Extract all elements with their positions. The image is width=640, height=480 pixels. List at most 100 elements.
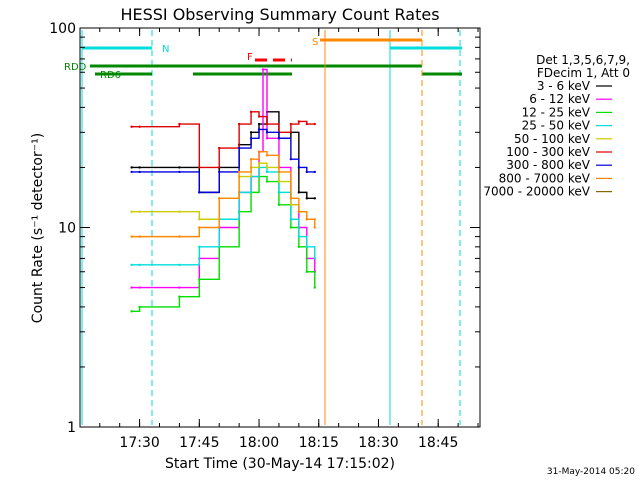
data-point	[313, 226, 316, 229]
x-tick-label: 18:45	[418, 435, 458, 451]
data-point	[289, 203, 293, 206]
data-point	[130, 170, 133, 174]
data-point	[305, 197, 309, 200]
legend-label: 7000 - 20000 keV	[483, 185, 590, 199]
x-axis-label: Start Time (30-May-14 17:15:02)	[165, 456, 395, 472]
data-point	[138, 235, 141, 238]
data-point	[249, 110, 253, 114]
series-line	[131, 128, 315, 194]
axis-ticks: 17:30 17:45 18:00 18:15 18:30 18:45 1 10 100	[49, 21, 480, 451]
data-point	[305, 122, 309, 126]
data-point	[198, 218, 201, 221]
flag-label-rdd: RDD	[64, 62, 87, 73]
data-point	[265, 154, 269, 157]
data-point	[297, 120, 301, 123]
data-point	[249, 157, 253, 161]
data-point	[130, 125, 133, 128]
flag-label-n: N	[162, 44, 169, 55]
data-point	[277, 137, 281, 140]
legend-label: 100 - 300 keV	[506, 145, 590, 159]
data-point	[218, 170, 221, 174]
observing-flags: N RDD RD6 F S	[64, 30, 462, 425]
data-point	[289, 157, 293, 161]
data-point	[297, 245, 301, 249]
data-point	[289, 218, 293, 221]
data-point	[138, 305, 141, 309]
data-point	[313, 286, 316, 289]
y-tick-label: 100	[49, 21, 76, 37]
data-point	[237, 122, 241, 126]
data-point	[249, 137, 253, 140]
data-point	[138, 125, 141, 128]
legend-header-line-2: FDecim 1, Att 0	[537, 66, 630, 80]
data-point	[130, 263, 133, 267]
data-point	[313, 197, 316, 200]
data-point	[218, 146, 221, 150]
data-point	[257, 128, 261, 131]
chart-title: HESSI Observing Summary Count Rates	[120, 5, 439, 24]
x-tick-label: 17:45	[179, 435, 219, 451]
data-point	[237, 146, 241, 150]
data-point	[257, 162, 261, 165]
data-point	[138, 263, 141, 267]
data-point	[237, 170, 241, 174]
data-point	[178, 210, 181, 213]
legend-label: 800 - 7000 keV	[499, 171, 591, 185]
data-point	[178, 235, 181, 238]
data-point	[178, 286, 181, 289]
data-point	[313, 170, 316, 174]
x-tick-label: 18:30	[358, 435, 398, 451]
data-point	[265, 131, 269, 134]
data-point	[297, 235, 301, 238]
legend: Det 1,3,5,6,7,9, FDecim 1, Att 0 3 - 6 k…	[483, 53, 630, 199]
data-point	[289, 197, 293, 200]
data-point	[265, 180, 269, 183]
data-point	[198, 245, 201, 249]
data-point	[289, 122, 293, 126]
data-point	[178, 166, 181, 169]
data-point	[265, 170, 269, 174]
y-tick-label: 1	[67, 420, 76, 436]
data-point	[313, 122, 316, 126]
data-point	[289, 226, 293, 229]
series-line	[131, 111, 315, 169]
legend-label: 300 - 800 keV	[506, 158, 590, 172]
data-point	[138, 210, 141, 213]
footer-timestamp: 31-May-2014 05:20	[547, 467, 635, 477]
x-tick-label: 18:00	[239, 435, 279, 451]
data-point	[305, 170, 309, 174]
legend-label: 6 - 12 keV	[529, 92, 591, 106]
series-layer	[130, 68, 316, 313]
data-point	[277, 191, 281, 194]
data-point	[130, 310, 133, 313]
y-tick-label: 10	[58, 221, 76, 237]
y-axis-label: Count Rate (s⁻¹ detector⁻¹)	[30, 133, 46, 323]
data-point	[138, 286, 141, 289]
x-tick-label: 18:15	[299, 435, 339, 451]
data-point	[178, 122, 181, 126]
flag-label-rd6: RD6	[100, 70, 121, 81]
data-point	[257, 115, 261, 118]
series-line	[131, 175, 316, 313]
data-point	[265, 166, 269, 169]
data-point	[198, 278, 201, 281]
data-point	[305, 218, 309, 221]
data-point	[305, 245, 309, 249]
data-point	[277, 170, 281, 174]
data-point	[313, 257, 316, 260]
legend-label: 25 - 50 keV	[522, 119, 591, 133]
data-point	[138, 170, 141, 174]
data-point	[297, 191, 301, 194]
data-point	[261, 68, 265, 71]
data-point	[305, 270, 309, 273]
x-tick-label: 17:30	[119, 435, 159, 451]
data-point	[130, 166, 133, 169]
data-point	[249, 131, 253, 134]
data-point	[257, 150, 261, 153]
data-point	[277, 203, 281, 206]
data-point	[130, 286, 133, 289]
legend-header-line-1: Det 1,3,5,6,7,9,	[536, 53, 630, 67]
flag-label-f: F	[247, 52, 253, 63]
